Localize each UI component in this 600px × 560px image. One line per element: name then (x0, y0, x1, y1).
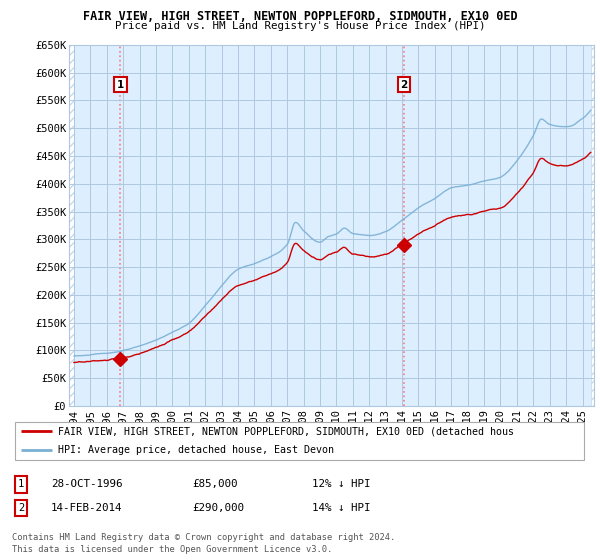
Text: 1: 1 (117, 80, 124, 90)
Bar (591, 45, 594, 406)
Text: £290,000: £290,000 (192, 503, 244, 513)
Text: HPI: Average price, detached house, East Devon: HPI: Average price, detached house, East… (58, 445, 334, 455)
Text: 14-FEB-2014: 14-FEB-2014 (51, 503, 122, 513)
Text: 12% ↓ HPI: 12% ↓ HPI (312, 479, 371, 489)
Text: £85,000: £85,000 (192, 479, 238, 489)
Text: Price paid vs. HM Land Registry's House Price Index (HPI): Price paid vs. HM Land Registry's House … (115, 21, 485, 31)
Text: 28-OCT-1996: 28-OCT-1996 (51, 479, 122, 489)
Text: This data is licensed under the Open Government Licence v3.0.: This data is licensed under the Open Gov… (12, 545, 332, 554)
Text: 2: 2 (18, 503, 24, 513)
Text: 14% ↓ HPI: 14% ↓ HPI (312, 503, 371, 513)
Text: 2: 2 (400, 80, 407, 90)
Text: Contains HM Land Registry data © Crown copyright and database right 2024.: Contains HM Land Registry data © Crown c… (12, 533, 395, 542)
Bar (69, 45, 74, 406)
Text: 1: 1 (18, 479, 24, 489)
Text: FAIR VIEW, HIGH STREET, NEWTON POPPLEFORD, SIDMOUTH, EX10 0ED (detached hous: FAIR VIEW, HIGH STREET, NEWTON POPPLEFOR… (58, 426, 514, 436)
FancyBboxPatch shape (15, 422, 584, 460)
Text: FAIR VIEW, HIGH STREET, NEWTON POPPLEFORD, SIDMOUTH, EX10 0ED: FAIR VIEW, HIGH STREET, NEWTON POPPLEFOR… (83, 10, 517, 23)
